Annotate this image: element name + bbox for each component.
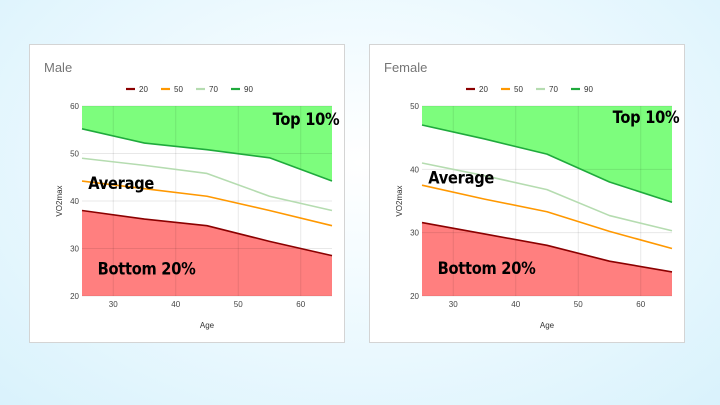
y-axis-title: VO2max — [395, 185, 404, 216]
top-10-area — [82, 106, 332, 182]
annotation-label: Bottom 20% — [98, 259, 196, 279]
y-tick-label: 50 — [70, 150, 79, 159]
x-tick-label: 60 — [636, 300, 645, 309]
x-axis-title: Age — [540, 321, 555, 330]
series-line-70 — [81, 157, 333, 212]
legend-label: 70 — [549, 85, 558, 94]
chart-title: Male — [44, 60, 73, 75]
x-tick-label: 50 — [574, 300, 583, 309]
y-tick-label: 30 — [70, 245, 79, 254]
bottom-20-area — [422, 222, 672, 296]
y-tick-label: 40 — [70, 197, 79, 206]
x-tick-label: 40 — [171, 300, 180, 309]
series-line-90 — [81, 128, 333, 182]
female-chart: 20 30 40 50 30 40 50 60 Age VO2max 20 50 70 90 Top 10%… — [395, 85, 680, 330]
legend-label: 70 — [209, 85, 218, 94]
x-tick-label: 50 — [234, 300, 243, 309]
legend: 20 50 70 90 — [126, 85, 253, 94]
legend-label: 20 — [139, 85, 148, 94]
legend: 20 50 70 90 — [466, 85, 593, 94]
series-line-20 — [81, 209, 333, 257]
x-tick-label: 40 — [511, 300, 520, 309]
series-line-70 — [421, 162, 673, 232]
annotation-label: Top 10% — [613, 107, 680, 127]
y-tick-label: 30 — [410, 229, 419, 238]
male-chart: 20 30 40 50 60 30 40 50 60 Age VO2max 20 50 70 90 Top 1… — [55, 85, 340, 330]
series-line-90 — [421, 124, 673, 204]
x-tick-label: 60 — [296, 300, 305, 309]
male-chart-card: Male 20 30 40 50 60 30 40 50 60 Age VO2max 20 50 70 90… — [29, 44, 345, 343]
annotation-label: Average — [88, 173, 154, 193]
y-axis-title: VO2max — [55, 185, 64, 216]
y-tick-label: 20 — [70, 292, 79, 301]
x-tick-label: 30 — [109, 300, 118, 309]
annotation-label: Average — [428, 167, 494, 187]
y-tick-label: 20 — [410, 292, 419, 301]
legend-label: 50 — [174, 85, 183, 94]
series-line-50 — [421, 184, 673, 250]
x-tick-label: 30 — [449, 300, 458, 309]
x-axis-title: Age — [200, 321, 215, 330]
legend-label: 90 — [584, 85, 593, 94]
legend-label: 50 — [514, 85, 523, 94]
legend-label: 20 — [479, 85, 488, 94]
bottom-20-area — [82, 210, 332, 296]
y-tick-label: 50 — [410, 102, 419, 111]
y-tick-label: 60 — [70, 102, 79, 111]
female-chart-card: Female 20 30 40 50 30 40 50 60 Age VO2max 20 50 70 90… — [369, 44, 685, 343]
chart-title: Female — [384, 60, 428, 75]
series-line-50 — [81, 180, 333, 227]
annotation-label: Top 10% — [273, 109, 340, 129]
series-line-20 — [421, 221, 673, 273]
y-tick-label: 40 — [410, 165, 419, 174]
annotation-label: Bottom 20% — [438, 258, 536, 278]
legend-label: 90 — [244, 85, 253, 94]
